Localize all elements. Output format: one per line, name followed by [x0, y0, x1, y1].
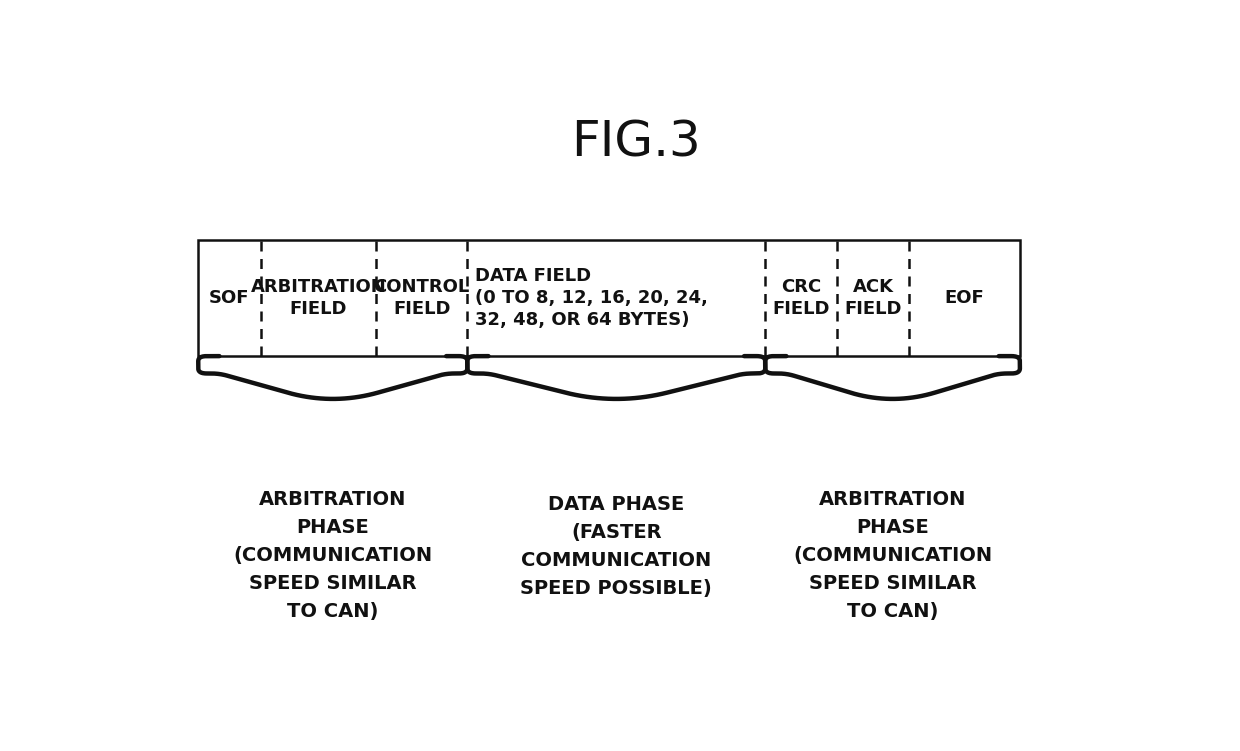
Bar: [198, 240, 1019, 356]
Text: DATA FIELD
(0 TO 8, 12, 16, 20, 24,
32, 48, OR 64 BYTES): DATA FIELD (0 TO 8, 12, 16, 20, 24, 32, …: [475, 267, 708, 330]
Text: ARBITRATION
FIELD: ARBITRATION FIELD: [250, 278, 386, 318]
Text: CONTROL
FIELD: CONTROL FIELD: [373, 278, 470, 318]
Text: SOF: SOF: [210, 289, 249, 307]
Text: CRC
FIELD: CRC FIELD: [773, 278, 830, 318]
Text: ARBITRATION
PHASE
(COMMUNICATION
SPEED SIMILAR
TO CAN): ARBITRATION PHASE (COMMUNICATION SPEED S…: [233, 490, 433, 621]
Text: EOF: EOF: [945, 289, 985, 307]
Text: ARBITRATION
PHASE
(COMMUNICATION
SPEED SIMILAR
TO CAN): ARBITRATION PHASE (COMMUNICATION SPEED S…: [794, 490, 992, 621]
Text: ACK
FIELD: ACK FIELD: [844, 278, 901, 318]
Text: FIG.3: FIG.3: [570, 118, 701, 166]
Text: DATA PHASE
(FASTER
COMMUNICATION
SPEED POSSIBLE): DATA PHASE (FASTER COMMUNICATION SPEED P…: [521, 496, 712, 599]
